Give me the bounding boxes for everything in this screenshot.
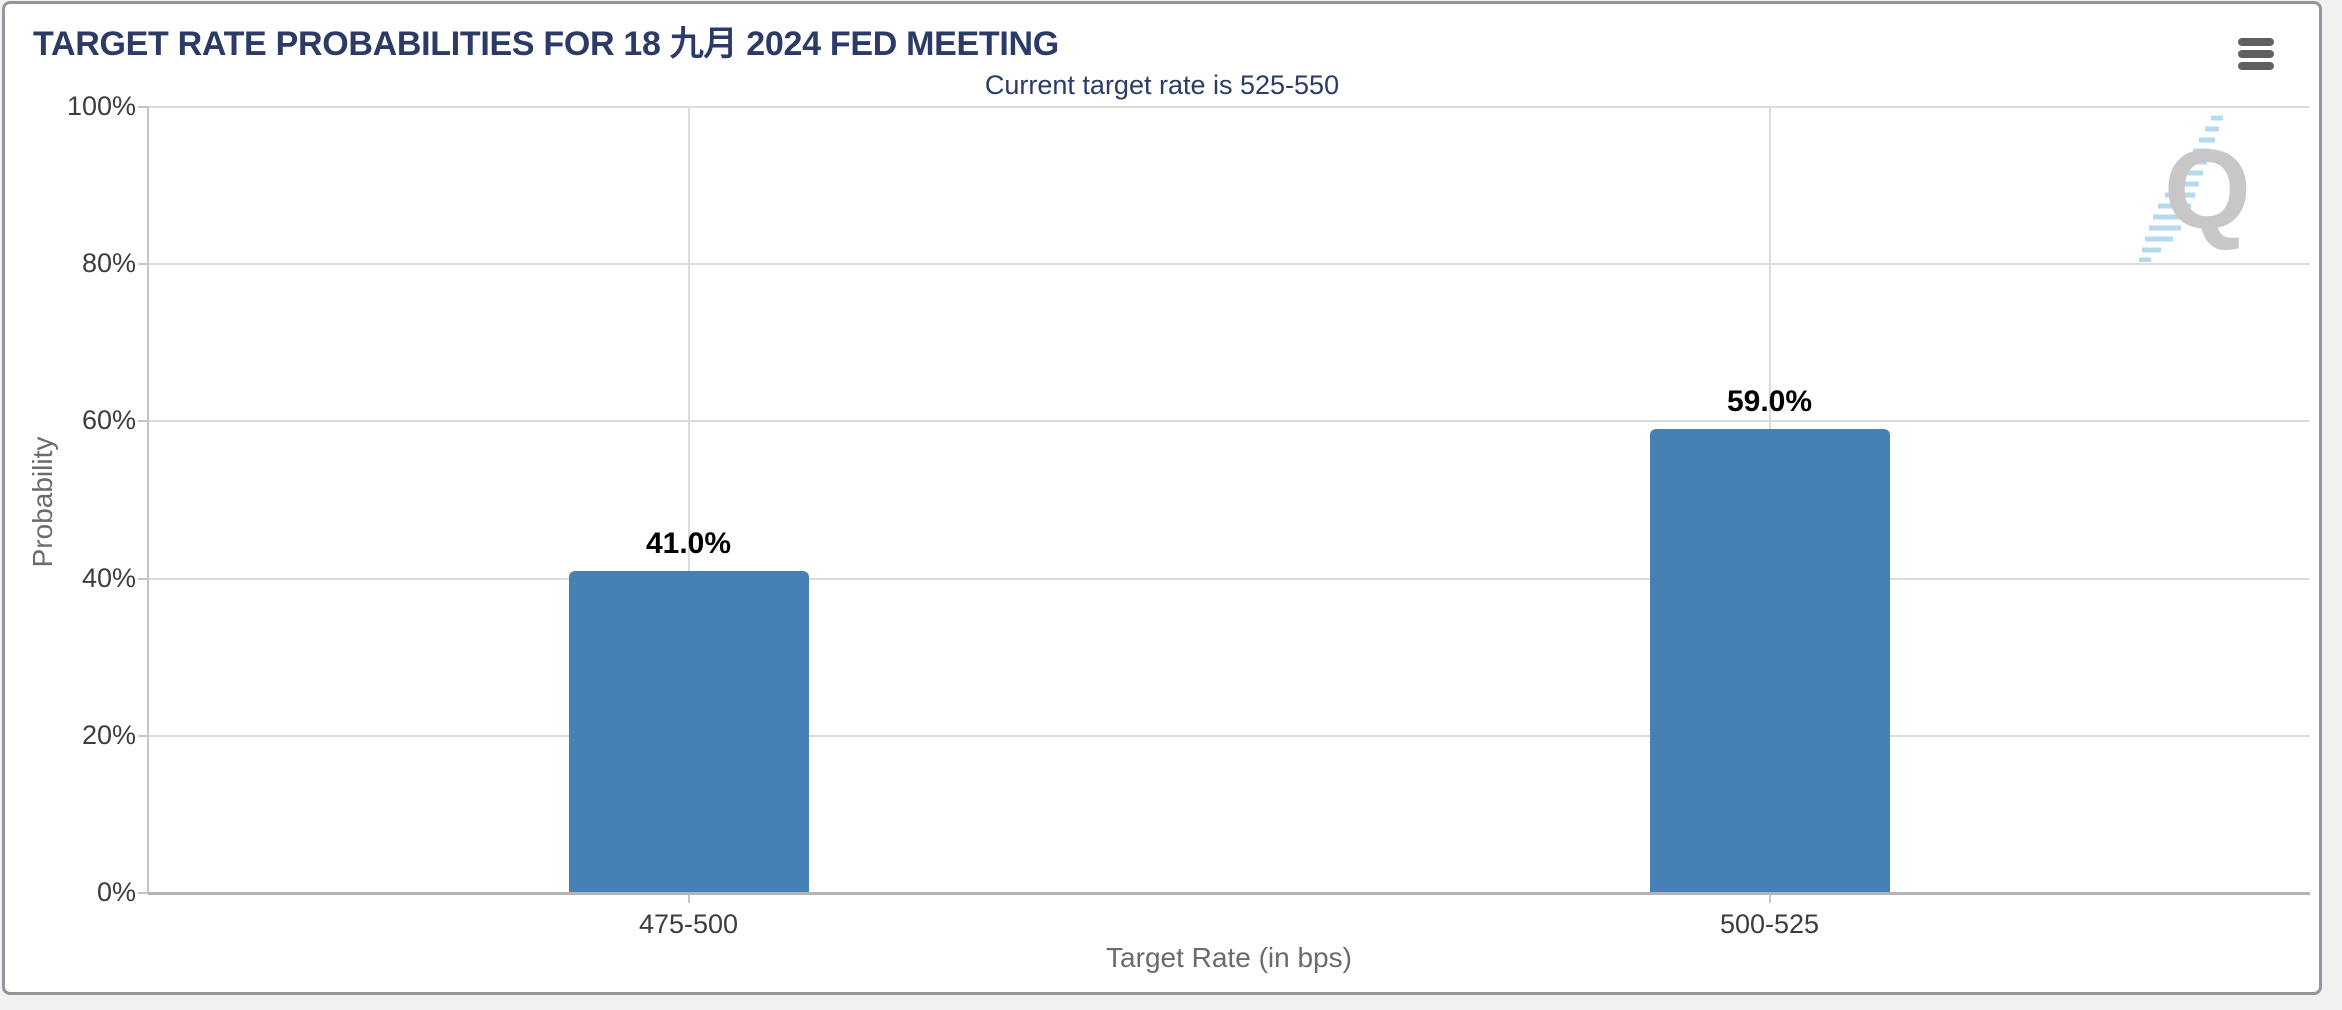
chart-panel: TARGET RATE PROBABILITIES FOR 18 九月 2024… xyxy=(2,1,2322,995)
bar-value-label: 41.0% xyxy=(645,526,732,560)
y-axis-tick xyxy=(138,577,148,580)
y-gridline xyxy=(148,577,2310,580)
x-axis-line xyxy=(148,892,2310,895)
y-gridline xyxy=(138,106,2310,108)
watermark-dashes xyxy=(2139,115,2223,263)
x-axis-tick xyxy=(687,893,690,903)
category-gridline xyxy=(687,107,690,893)
x-tick-label: 500-525 xyxy=(1719,909,1820,939)
y-tick-label: 40% xyxy=(81,562,136,593)
hamburger-bar xyxy=(2238,38,2274,46)
y-gridline xyxy=(148,734,2310,737)
y-gridline xyxy=(148,420,2310,423)
hamburger-menu-icon[interactable] xyxy=(2238,38,2274,70)
y-axis-tick xyxy=(138,106,148,108)
x-axis-title: Target Rate (in bps) xyxy=(1106,942,1352,973)
y-axis-tick xyxy=(138,420,148,423)
y-axis-tick xyxy=(138,734,148,737)
bar-value-label: 59.0% xyxy=(1726,385,1813,419)
chart-title: TARGET RATE PROBABILITIES FOR 18 九月 2024… xyxy=(33,25,1059,63)
hamburger-bar xyxy=(2238,50,2274,58)
probability-bar[interactable] xyxy=(1649,429,1890,893)
y-tick-label: 60% xyxy=(81,405,136,436)
chart-subtitle: Current target rate is 525-550 xyxy=(984,70,1340,100)
y-gridline xyxy=(148,263,2310,266)
x-tick-label: 475-500 xyxy=(638,909,739,939)
y-axis-tick xyxy=(138,892,148,894)
x-axis-tick xyxy=(1768,893,1771,903)
probability-bar[interactable] xyxy=(568,570,809,893)
y-tick-label: 80% xyxy=(81,248,136,279)
y-axis-tick xyxy=(138,263,148,266)
y-tick-label: 20% xyxy=(81,719,136,750)
y-tick-label: 100% xyxy=(66,91,136,121)
hamburger-bar xyxy=(2238,62,2274,70)
watermark-q-letter: Q xyxy=(2163,127,2251,252)
y-axis-line xyxy=(147,107,149,893)
y-tick-label: 0% xyxy=(96,877,136,907)
quikstrike-watermark-icon: Q xyxy=(2131,112,2251,263)
y-axis-title: Probability xyxy=(27,436,58,568)
